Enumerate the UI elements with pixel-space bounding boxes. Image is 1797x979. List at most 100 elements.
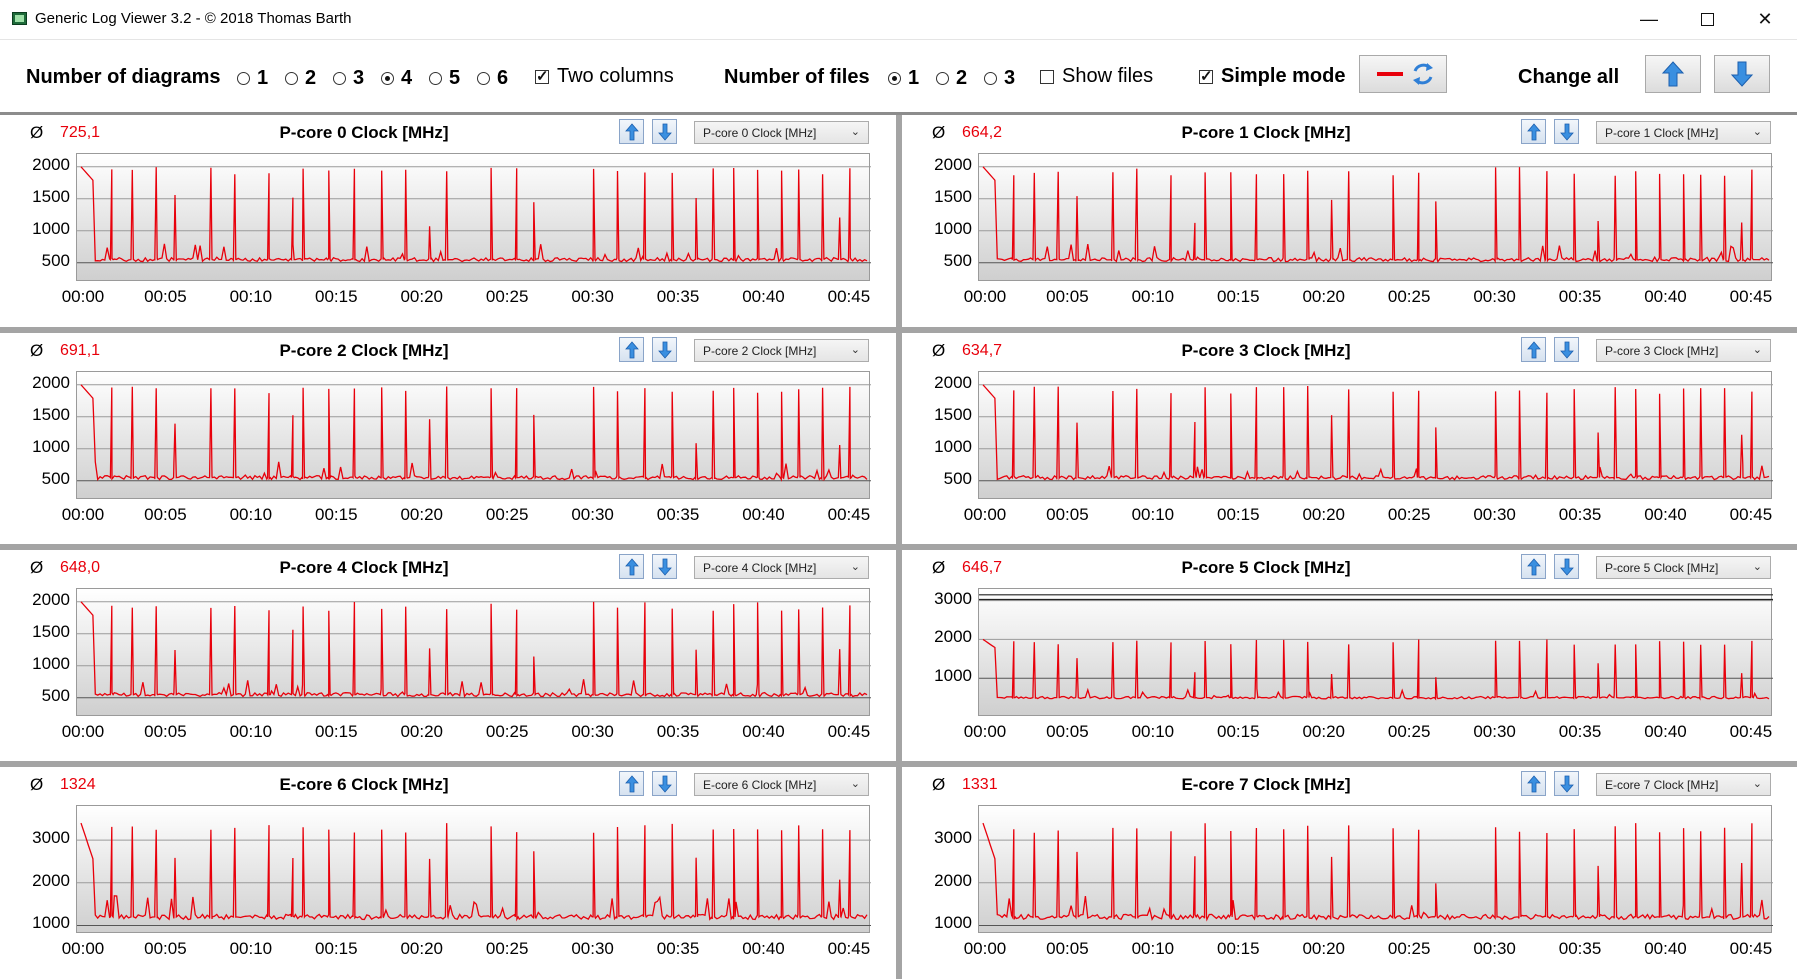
series-line (80, 166, 868, 263)
chevron-down-icon: ⌄ (1752, 126, 1762, 138)
close-button[interactable]: ✕ (1736, 0, 1794, 39)
diagrams-radio-2[interactable]: 2 (285, 67, 316, 90)
move-up-button[interactable] (619, 771, 644, 796)
simple-mode-checkbox[interactable]: Simple mode (1199, 65, 1345, 88)
diagrams-radio-5[interactable]: 5 (429, 67, 460, 90)
x-tick-label: 00:15 (1217, 722, 1260, 741)
y-tick-label: 1000 (32, 436, 70, 456)
move-up-button[interactable] (1521, 554, 1546, 579)
line-color-swap-button[interactable] (1359, 55, 1447, 93)
app-icon (12, 12, 27, 25)
checkbox-label: Simple mode (1221, 65, 1346, 87)
files-radio-2[interactable]: 2 (936, 67, 967, 90)
move-down-button[interactable] (652, 337, 677, 362)
sensor-select[interactable]: E-core 6 Clock [MHz] ⌄ (694, 773, 869, 796)
files-radio-3[interactable]: 3 (984, 67, 1015, 90)
move-up-button[interactable] (1521, 337, 1546, 362)
sensor-select[interactable]: P-core 5 Clock [MHz] ⌄ (1596, 556, 1771, 579)
row-divider (0, 761, 1797, 767)
diagrams-radio-6[interactable]: 6 (477, 67, 508, 90)
arrow-down-icon (657, 123, 672, 141)
average-value: 1331 (962, 776, 998, 793)
sensor-select-value: P-core 2 Clock [MHz] (703, 344, 817, 358)
average-symbol: Ø (932, 123, 946, 142)
average-symbol: Ø (932, 341, 946, 360)
x-tick-label: 00:00 (61, 287, 105, 306)
files-radio-1[interactable]: 1 (888, 67, 919, 90)
line-chart (77, 601, 871, 699)
chevron-down-icon: ⌄ (850, 778, 860, 790)
y-tick-label: 1000 (32, 653, 70, 673)
move-up-button[interactable] (1521, 119, 1546, 144)
sensor-select[interactable]: P-core 3 Clock [MHz] ⌄ (1596, 339, 1771, 362)
sensor-select[interactable]: P-core 0 Clock [MHz] ⌄ (694, 121, 869, 144)
maximize-button[interactable] (1678, 0, 1736, 39)
y-tick-label: 2000 (934, 154, 972, 174)
diagrams-radio-3[interactable]: 3 (333, 67, 364, 90)
checkbox-box (1040, 69, 1054, 84)
sensor-select[interactable]: P-core 1 Clock [MHz] ⌄ (1596, 121, 1771, 144)
diagram-title: P-core 5 Clock [MHz] (1181, 558, 1351, 577)
x-tick-label: 00:45 (1729, 505, 1773, 524)
radio-circle (936, 72, 949, 85)
x-tick-label: 00:40 (742, 722, 785, 741)
show-files-checkbox[interactable]: Show files (1040, 65, 1153, 88)
arrow-up-icon (624, 122, 639, 140)
sensor-select[interactable]: P-core 4 Clock [MHz] ⌄ (694, 556, 869, 579)
arrow-up-icon (624, 557, 639, 575)
toolbar: Number of diagrams 1 2 3 4 5 6 Two colum… (0, 40, 1797, 115)
line-chart (77, 166, 871, 264)
arrow-up-icon (624, 340, 639, 358)
diagram-title: P-core 2 Clock [MHz] (279, 341, 449, 360)
x-tick-label: 00:25 (1387, 287, 1431, 306)
x-tick-label: 00:05 (144, 505, 187, 524)
diagram-title: P-core 1 Clock [MHz] (1181, 123, 1351, 142)
y-tick-label: 1000 (934, 436, 972, 456)
x-tick-label: 00:40 (1644, 287, 1687, 306)
x-tick-label: 00:25 (485, 287, 529, 306)
move-down-button[interactable] (1554, 554, 1579, 579)
x-tick-label: 00:45 (827, 505, 871, 524)
x-tick-label: 00:45 (827, 939, 871, 958)
minimize-button[interactable]: — (1620, 0, 1678, 39)
change-all-up-button[interactable] (1645, 55, 1701, 93)
radio-label: 2 (305, 67, 317, 89)
move-up-button[interactable] (619, 337, 644, 362)
diagrams-radio-1[interactable]: 1 (237, 67, 268, 90)
move-up-button[interactable] (619, 119, 644, 144)
y-tick-label: 2000 (934, 870, 972, 890)
arrow-up-icon (1526, 774, 1541, 792)
title-bar: Generic Log Viewer 3.2 - © 2018 Thomas B… (0, 0, 1797, 40)
sensor-select-value: P-core 5 Clock [MHz] (1605, 561, 1719, 575)
plot-area (76, 588, 871, 716)
arrow-down-icon (1559, 341, 1574, 359)
move-up-button[interactable] (1521, 771, 1546, 796)
y-tick-label: 500 (41, 685, 70, 705)
move-down-button[interactable] (652, 771, 677, 796)
average-value: 691,1 (60, 342, 101, 359)
two-columns-checkbox[interactable]: Two columns (535, 65, 674, 88)
sensor-select[interactable]: P-core 2 Clock [MHz] ⌄ (694, 339, 869, 362)
change-all-down-button[interactable] (1714, 55, 1770, 93)
y-tick-label: 1000 (934, 218, 972, 238)
move-down-button[interactable] (652, 554, 677, 579)
x-tick-label: 00:35 (656, 722, 700, 741)
sensor-select-value: E-core 6 Clock [MHz] (703, 778, 817, 792)
radio-label: 1 (257, 67, 269, 89)
move-up-button[interactable] (619, 554, 644, 579)
maximize-icon (1700, 13, 1714, 26)
average-value: 646,7 (962, 559, 1003, 576)
x-tick-label: 00:40 (742, 287, 785, 306)
move-down-button[interactable] (652, 119, 677, 144)
sensor-select[interactable]: E-core 7 Clock [MHz] ⌄ (1596, 773, 1771, 796)
arrow-up-icon (1526, 122, 1541, 140)
checkbox-box-checked (1199, 67, 1213, 85)
arrow-down-icon (1559, 775, 1574, 793)
move-down-button[interactable] (1554, 771, 1579, 796)
x-tick-label: 00:05 (1046, 939, 1089, 958)
diagram-title: E-core 6 Clock [MHz] (279, 775, 449, 794)
diagrams-radio-4[interactable]: 4 (381, 67, 412, 90)
move-down-button[interactable] (1554, 337, 1579, 362)
move-down-button[interactable] (1554, 119, 1579, 144)
series-line (80, 822, 868, 922)
